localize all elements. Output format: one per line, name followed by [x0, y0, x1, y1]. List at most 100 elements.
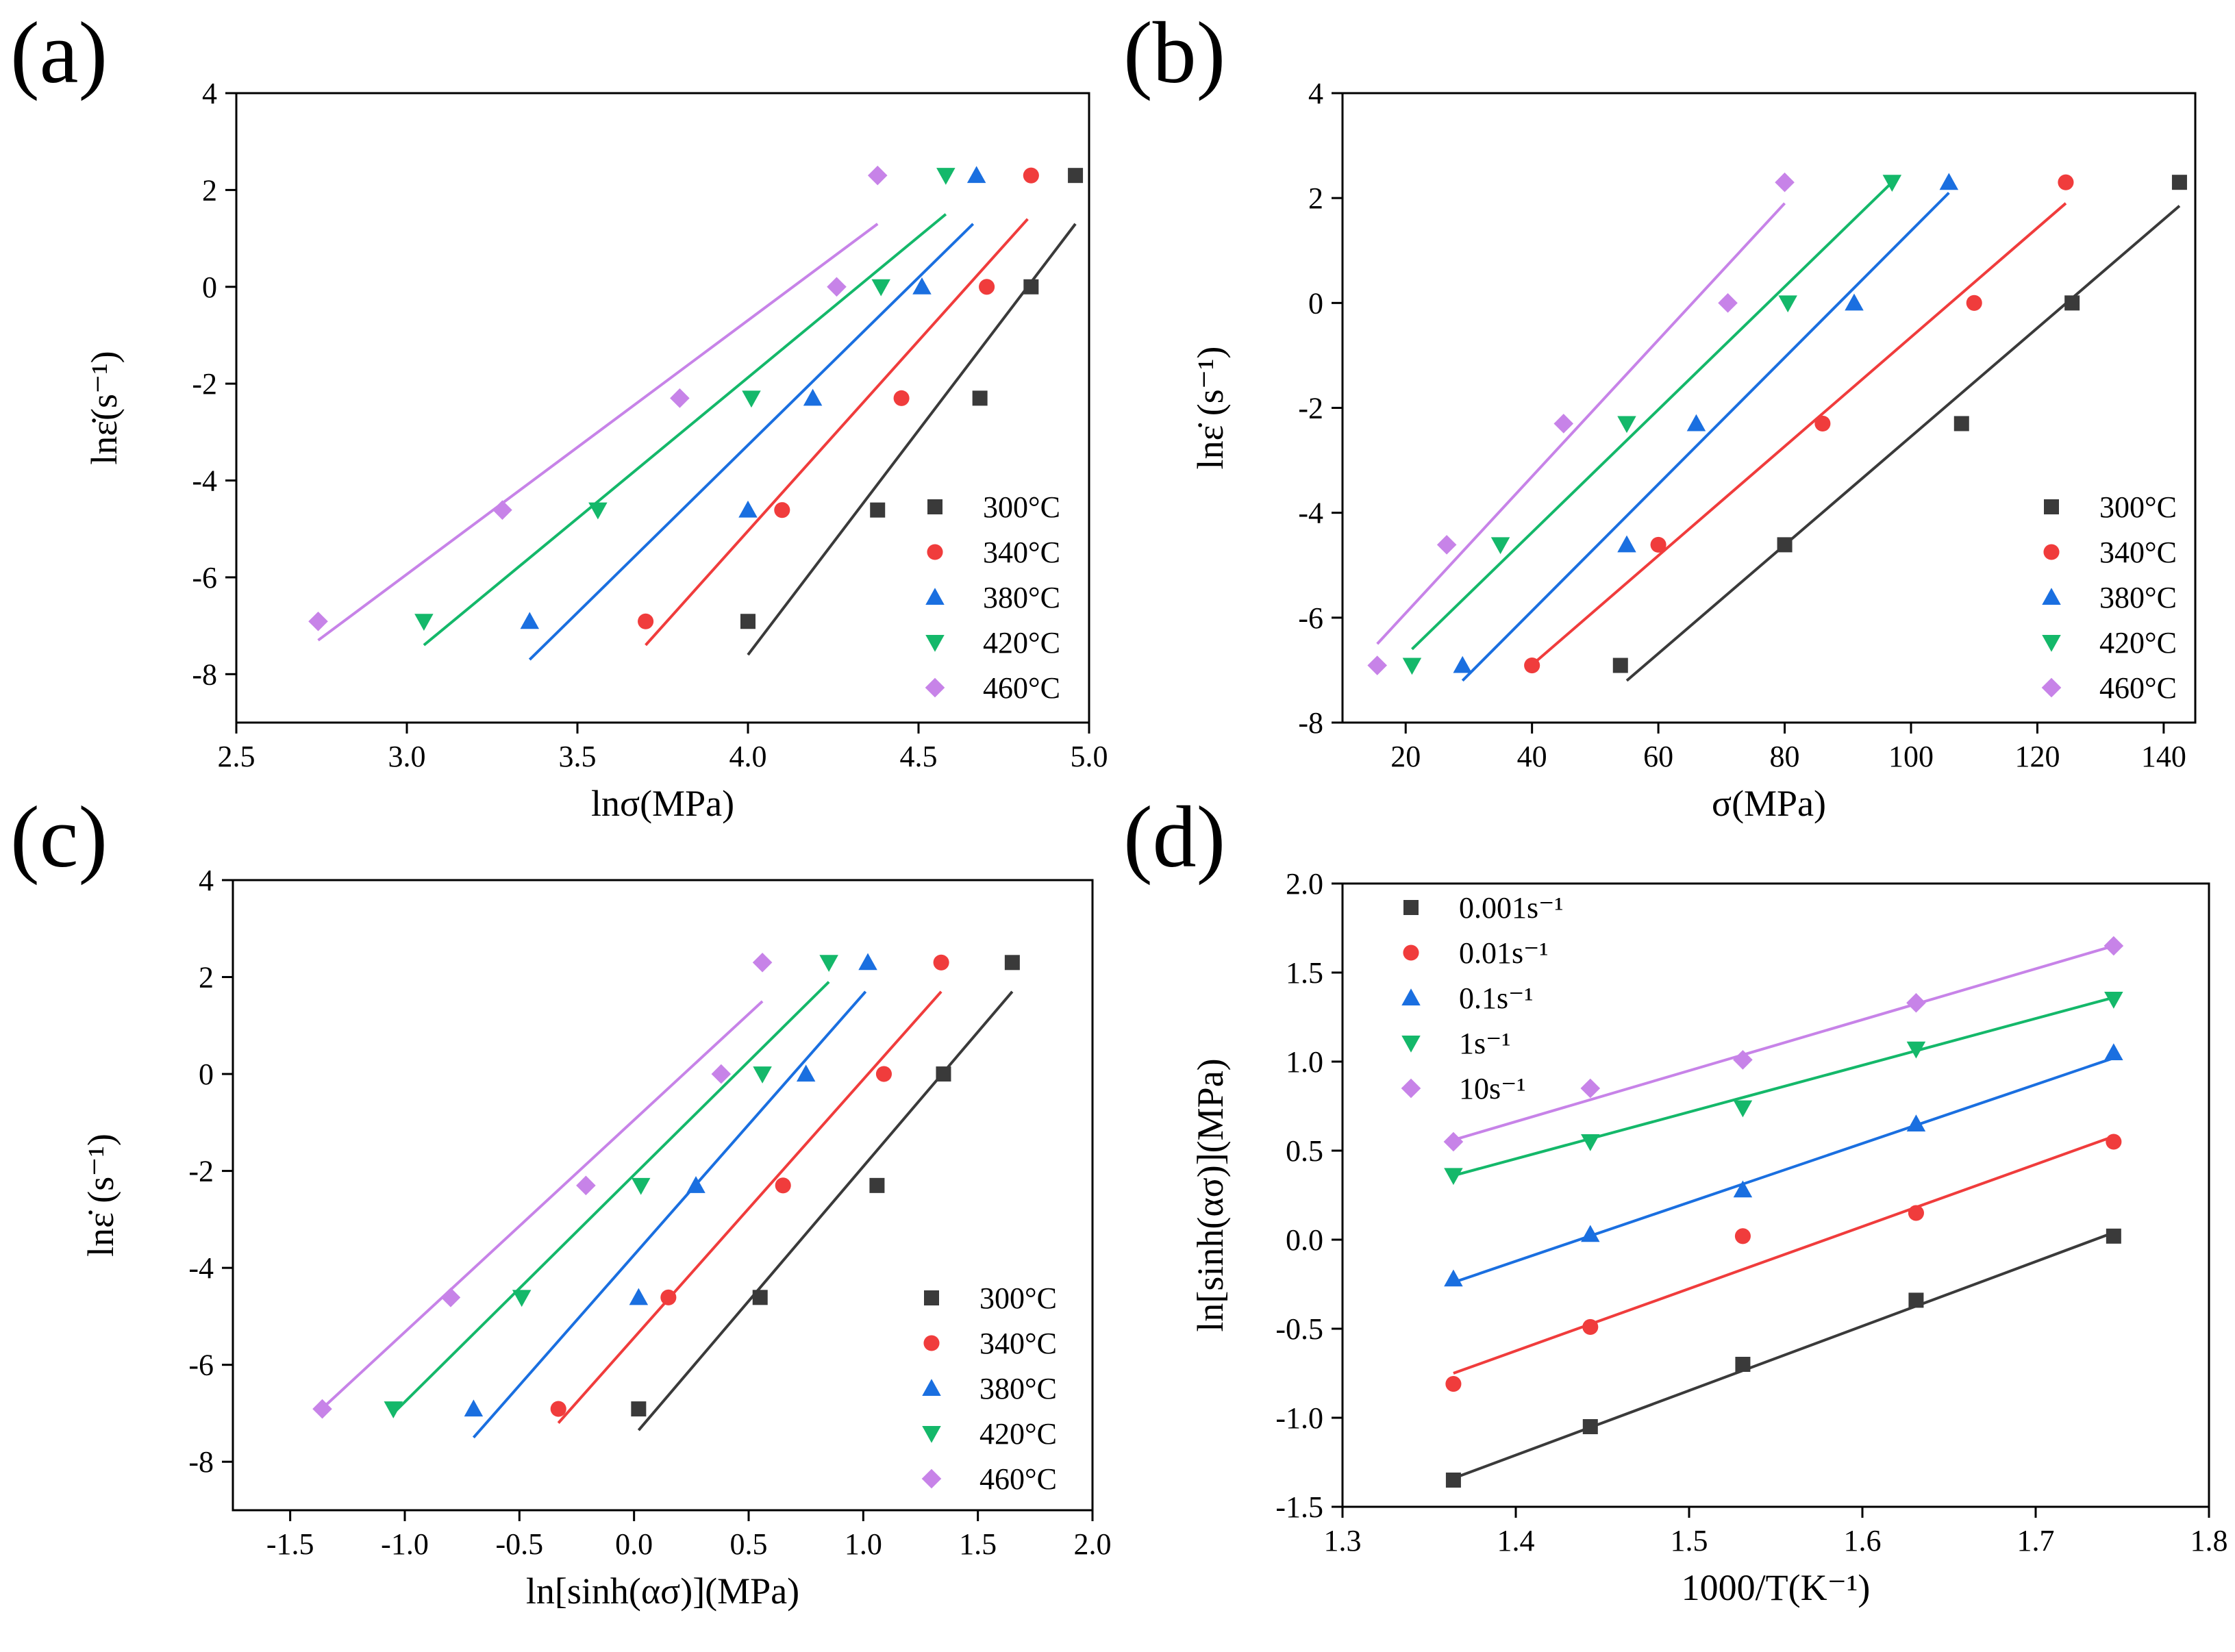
- legend-marker: [927, 499, 942, 514]
- fit-line: [1531, 202, 2067, 666]
- y-tick-label: 0: [202, 271, 217, 304]
- data-point: [867, 165, 888, 186]
- legend-marker: [927, 544, 943, 560]
- data-point: [1686, 414, 1706, 431]
- fit-line: [1453, 1135, 2114, 1375]
- series-5: [312, 953, 773, 1419]
- legend: 300°C 340°C 380°C 420°C 460°C: [921, 1281, 1057, 1496]
- data-point: [1402, 658, 1422, 675]
- x-tick-label: 3.0: [388, 740, 426, 773]
- legend-item: 300°C: [924, 1281, 1057, 1315]
- data-point: [753, 1066, 772, 1084]
- data-point: [1436, 535, 1457, 555]
- data-point: [1367, 655, 1388, 675]
- series-5: [308, 165, 888, 642]
- y-tick-label: -2: [192, 367, 217, 401]
- legend-item: 420°C: [2042, 626, 2177, 660]
- legend-item: 460°C: [925, 671, 1060, 705]
- data-point: [1443, 1131, 1464, 1152]
- data-point: [893, 390, 910, 406]
- data-point: [803, 388, 823, 406]
- series-4: [1444, 992, 2123, 1186]
- legend-marker: [1403, 900, 1419, 915]
- series-3: [520, 166, 986, 661]
- legend-marker: [922, 1379, 941, 1396]
- data-point: [1444, 1168, 1463, 1186]
- series-1: [631, 955, 1020, 1431]
- fit-line: [1453, 1231, 2114, 1480]
- x-tick-label: 1.6: [1844, 1524, 1882, 1557]
- legend-label: 380°C: [983, 581, 1060, 614]
- y-tick-label: -6: [188, 1349, 214, 1382]
- legend-marker: [925, 635, 945, 652]
- legend-label: 460°C: [979, 1462, 1057, 1496]
- panel-label: (a): [10, 4, 108, 101]
- data-point: [1445, 1376, 1462, 1392]
- legend-label: 340°C: [979, 1327, 1057, 1360]
- data-point: [1617, 535, 1636, 553]
- x-tick-label: -1.0: [381, 1527, 429, 1561]
- series-3: [1453, 173, 1959, 682]
- legend-item: 420°C: [922, 1417, 1057, 1451]
- x-tick-label: 2.0: [1074, 1527, 1112, 1561]
- legend-marker: [2041, 677, 2062, 698]
- fit-line: [645, 218, 1029, 647]
- y-axis-title: lnε̇ (s⁻¹): [80, 1134, 121, 1257]
- x-tick-label: -1.5: [266, 1527, 314, 1561]
- y-tick-label: 0.0: [1286, 1223, 1323, 1257]
- data-point: [933, 954, 949, 971]
- data-point: [871, 279, 890, 297]
- fit-line: [747, 223, 1077, 656]
- legend-label: 340°C: [2099, 536, 2177, 569]
- series-1: [1612, 175, 2187, 682]
- data-point: [1777, 537, 1793, 553]
- y-tick-label: 4: [1308, 77, 1323, 110]
- series-2: [1445, 1134, 2122, 1392]
- data-point: [2104, 992, 2123, 1009]
- series-4: [414, 168, 956, 647]
- y-tick-label: -6: [192, 561, 217, 595]
- x-tick-label: 3.5: [559, 740, 597, 773]
- legend-label: 300°C: [979, 1281, 1057, 1315]
- legend-label: 380°C: [2099, 581, 2177, 614]
- fit-line: [557, 990, 942, 1424]
- data-point: [1718, 293, 1738, 313]
- legend-marker: [923, 1335, 940, 1351]
- x-tick-label: 0.5: [730, 1527, 768, 1561]
- legend: 0.001s⁻¹ 0.01s⁻¹ 0.1s⁻¹ 1s⁻¹ 10s⁻¹: [1401, 891, 1564, 1105]
- panel-label: (c): [10, 788, 108, 886]
- legend-label: 420°C: [2099, 626, 2177, 660]
- y-tick-label: 1.5: [1286, 956, 1323, 990]
- y-tick-label: 1.0: [1286, 1045, 1323, 1079]
- data-point: [550, 1401, 566, 1417]
- data-point: [752, 1290, 768, 1305]
- y-tick-label: -8: [1298, 706, 1323, 740]
- x-tick-label: 60: [1643, 740, 1673, 773]
- series-5: [1443, 936, 2124, 1152]
- y-tick-label: -1.5: [1275, 1490, 1323, 1524]
- legend-marker: [922, 1426, 941, 1443]
- x-axis-title: ln[sinh(ασ)](MPa): [526, 1570, 799, 1612]
- fit-line: [472, 990, 867, 1439]
- data-point: [1553, 414, 1574, 434]
- data-point: [1733, 1180, 1753, 1198]
- y-tick-label: 4: [199, 864, 214, 897]
- data-point: [629, 1288, 649, 1305]
- data-point: [1735, 1357, 1751, 1372]
- y-tick-label: 2: [199, 961, 214, 994]
- y-tick-label: 4: [202, 77, 217, 110]
- series-2: [638, 167, 1039, 647]
- legend-label: 300°C: [983, 490, 1060, 524]
- legend-item: 1s⁻¹: [1401, 1027, 1511, 1060]
- y-axis-title: ln[sinh(ασ)](MPa): [1190, 1058, 1231, 1331]
- data-point: [711, 1064, 732, 1084]
- legend-item: 0.1s⁻¹: [1401, 981, 1534, 1015]
- x-tick-label: 40: [1517, 740, 1547, 773]
- data-point: [1068, 168, 1084, 184]
- data-point: [1953, 416, 1969, 431]
- panel-label: (d): [1123, 788, 1225, 886]
- data-point: [1882, 175, 1902, 192]
- data-point: [492, 500, 512, 520]
- legend-marker: [1403, 944, 1419, 961]
- fit-line: [317, 223, 879, 642]
